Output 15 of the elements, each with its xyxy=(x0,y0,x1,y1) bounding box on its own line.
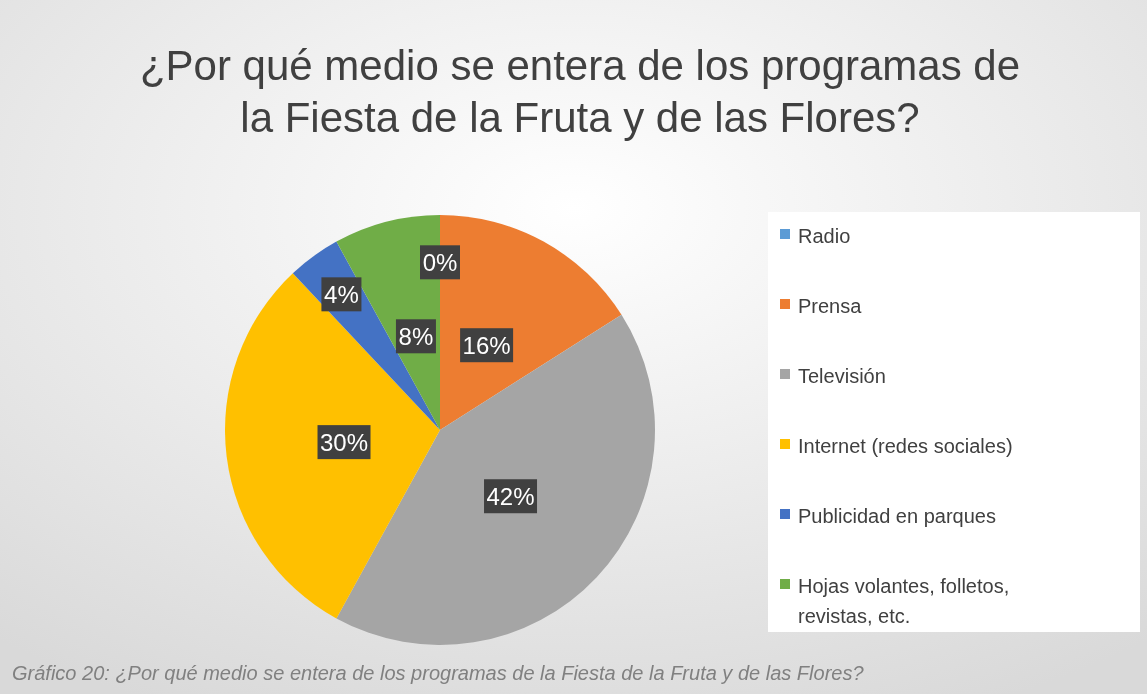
data-label: 30% xyxy=(319,429,369,457)
text: 0% xyxy=(422,249,458,277)
chart-title: ¿Por qué medio se entera de los programas de la Fiesta de la Fruta y de las Flores? xyxy=(139,42,1021,141)
data-label: 4% xyxy=(324,281,359,309)
data-label: 42% xyxy=(486,483,535,511)
text: Gráfico 20: ¿Por qué medio se entera de los programas de la Fiesta de la Fruta y de las Flores? xyxy=(12,662,865,684)
legend-label: Internet (redes sociales) xyxy=(798,435,1013,457)
legend-label: Radio xyxy=(798,225,851,247)
legend-label: Prensa xyxy=(798,295,863,317)
pie-slice xyxy=(225,273,440,619)
legend-label: Publicidad en parques xyxy=(798,505,996,527)
data-label: 8% xyxy=(398,323,434,351)
legend-label: Televisión xyxy=(798,365,886,387)
data-label: 16% xyxy=(462,332,511,360)
legend-label: Hojas volantes, folletos, revistas, etc. xyxy=(798,575,1010,627)
